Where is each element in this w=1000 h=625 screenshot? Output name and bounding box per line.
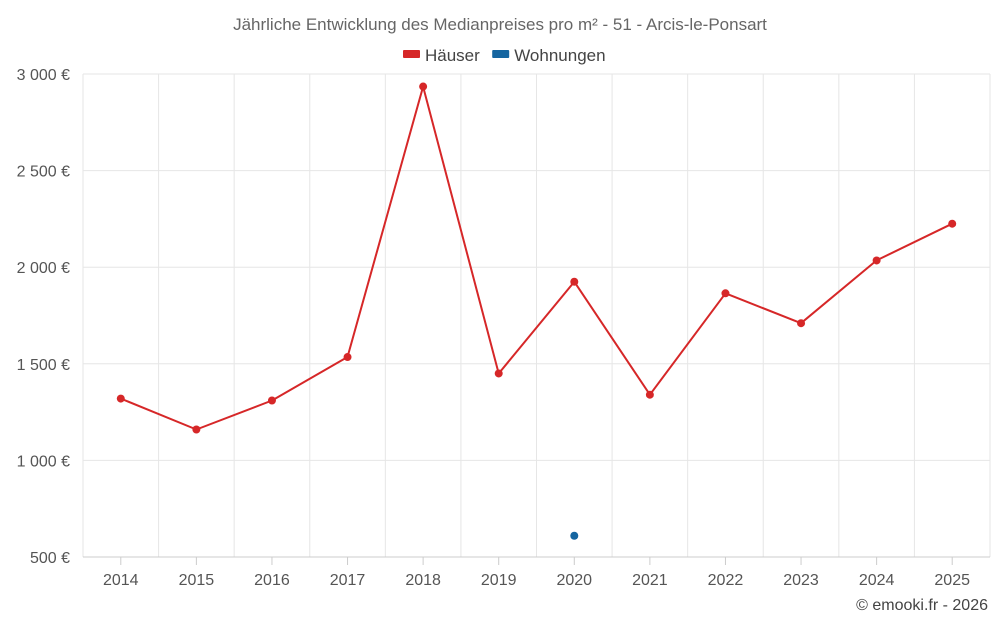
x-tick-label: 2021 [632,572,668,589]
chart-title: Jährliche Entwicklung des Medianpreises … [233,15,767,34]
y-tick-label: 2 000 € [17,260,70,277]
credit-text: © emooki.fr - 2026 [856,597,988,614]
series-line-h-user [120,85,953,431]
data-point-h-user [494,369,503,378]
y-tick-label: 1 500 € [17,357,70,374]
y-axis: 500 € 1 000 € 1 500 € 2 000 € 2 500 € 3 000 € [17,67,70,567]
data-point-h-user [570,277,579,286]
x-tick-label: 2016 [254,572,290,589]
data-point-h-user [419,82,428,91]
legend: Häuser Wohnungen [403,46,606,65]
x-tick-label: 2024 [859,572,895,589]
data-point-wohnungen [570,531,579,540]
legend-swatch-wohnungen [492,50,510,58]
x-tick-label: 2022 [708,572,744,589]
data-point-h-user [343,353,352,362]
y-tick-label: 3 000 € [17,67,70,84]
x-tick-label: 2025 [934,572,970,589]
data-point-h-user [721,289,730,298]
series-layer [116,82,957,540]
x-tick-label: 2015 [179,572,215,589]
y-tick-label: 1 000 € [17,453,70,470]
legend-label-wohnungen: Wohnungen [514,46,605,65]
x-tick-label: 2020 [556,572,592,589]
data-point-h-user [797,319,806,328]
data-point-h-user [116,394,125,403]
x-tick-label: 2019 [481,572,517,589]
x-tick-label: 2018 [405,572,441,589]
x-axis: 2014 2015 2016 2017 2018 2019 2020 2021 2022 2023… [83,556,990,589]
x-tick-label: 2023 [783,572,819,589]
legend-swatch-h-user [403,50,420,58]
grid-lines [82,73,991,557]
data-point-h-user [948,219,957,228]
data-point-h-user [192,425,201,434]
legend-label-h-user: Häuser [425,46,480,65]
x-tick-label: 2014 [103,572,139,589]
data-point-h-user [267,396,276,405]
data-point-h-user [645,390,654,399]
x-tick-label: 2017 [330,572,366,589]
data-point-h-user [872,256,881,265]
y-tick-label: 500 € [30,550,70,567]
y-tick-label: 2 500 € [17,164,70,181]
